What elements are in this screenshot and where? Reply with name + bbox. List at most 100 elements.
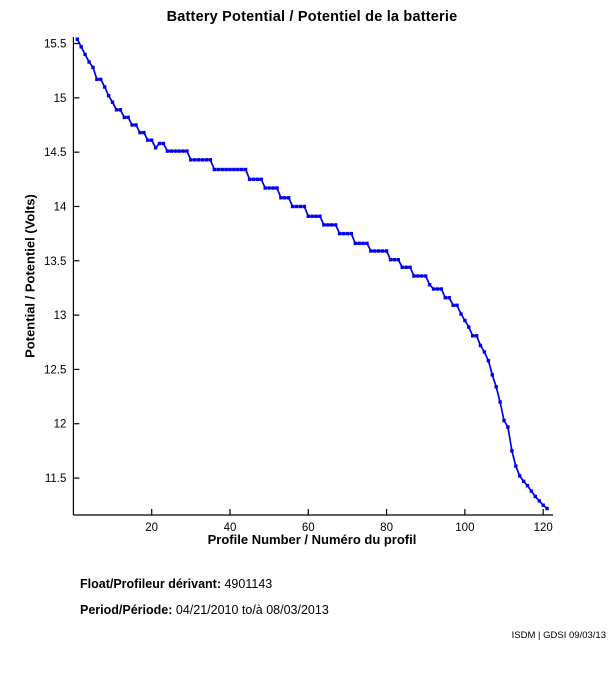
- y-tick-label: 12: [54, 419, 67, 431]
- float-id-label: Float/Profileur dérivant:: [80, 577, 221, 591]
- data-point-marker: [208, 158, 213, 162]
- data-point-marker: [83, 52, 87, 57]
- tick-marks: [73, 42, 544, 515]
- y-tick-label: 14.5: [44, 147, 66, 159]
- float-id-line: Float/Profileur dérivant: 4901143: [80, 577, 272, 591]
- data-point-marker: [427, 283, 432, 287]
- data-point-marker: [377, 249, 381, 253]
- data-point-marker: [126, 115, 130, 120]
- data-point-marker: [443, 296, 447, 300]
- data-point-marker: [251, 177, 256, 181]
- data-point-marker: [122, 115, 126, 120]
- data-point-marker: [283, 196, 287, 200]
- data-point-marker: [471, 334, 475, 338]
- data-point-marker: [200, 158, 205, 162]
- y-tick-label: 12.5: [44, 364, 66, 376]
- axes: [72, 37, 553, 516]
- data-point-marker: [420, 274, 424, 278]
- data-point-marker: [357, 241, 361, 246]
- x-tick-label: 120: [534, 522, 553, 534]
- data-point-marker: [392, 258, 397, 262]
- data-point-marker: [478, 343, 483, 348]
- data-point-marker: [279, 196, 283, 200]
- data-point-marker: [263, 186, 267, 190]
- data-point-marker: [294, 204, 299, 209]
- data-point-marker: [529, 489, 534, 493]
- battery-potential-series-line: [76, 38, 548, 510]
- data-point-marker: [204, 158, 209, 162]
- data-point-marker: [130, 123, 134, 127]
- data-point-marker: [353, 241, 357, 246]
- data-point-marker: [232, 167, 236, 172]
- data-point-marker: [459, 312, 463, 316]
- data-point-marker: [467, 325, 471, 329]
- y-tick-label: 15: [54, 93, 67, 105]
- data-point-marker: [240, 167, 244, 172]
- data-point-marker: [138, 130, 142, 135]
- data-point-marker: [486, 359, 491, 363]
- data-point-marker: [341, 231, 346, 236]
- data-point-marker: [267, 186, 271, 190]
- tick-labels: 20 40 60 80 100 120 11.5 12 12.5 13 13.5 14 14.5 15 15…: [44, 39, 553, 534]
- data-point-marker: [373, 249, 377, 253]
- chart-title: Battery Potential / Potentiel de la batt…: [166, 9, 458, 25]
- data-point-marker: [255, 177, 260, 181]
- data-point-marker: [216, 167, 220, 172]
- data-point-marker: [306, 214, 310, 218]
- data-point-marker: [169, 149, 173, 153]
- data-point-marker: [345, 231, 350, 236]
- data-point-marker: [189, 158, 193, 162]
- data-point-marker: [302, 204, 307, 209]
- x-axis-label: Profile Number / Numéro du profil: [207, 532, 417, 547]
- data-point-marker: [236, 167, 240, 172]
- data-point-marker: [326, 223, 330, 227]
- y-tick-label: 15.5: [44, 39, 66, 51]
- data-point-marker: [424, 274, 428, 278]
- data-point-marker: [259, 177, 263, 181]
- data-point-marker: [447, 296, 451, 300]
- y-tick-label: 13.5: [44, 256, 66, 268]
- data-point-marker: [537, 499, 541, 503]
- data-point-marker: [287, 196, 291, 200]
- data-point-marker: [510, 449, 514, 453]
- data-point-marker: [134, 123, 138, 127]
- data-point-marker: [369, 249, 373, 253]
- data-point-marker: [150, 138, 154, 142]
- data-point-marker: [99, 77, 103, 82]
- data-point-marker: [541, 503, 545, 507]
- data-point-marker: [197, 158, 201, 162]
- data-point-marker: [455, 303, 459, 307]
- data-point-marker: [361, 241, 365, 246]
- y-tick-label: 14: [54, 201, 67, 213]
- data-point-marker: [439, 287, 444, 291]
- data-point-marker: [533, 494, 537, 499]
- data-point-marker: [322, 223, 326, 227]
- data-point-marker: [153, 146, 158, 150]
- x-tick-label: 60: [302, 522, 315, 534]
- data-point-marker: [490, 373, 494, 377]
- data-point-marker: [349, 231, 353, 236]
- period-line: Period/Période: 04/21/2010 to/à 08/03/20…: [80, 603, 329, 617]
- data-point-marker: [334, 223, 338, 227]
- data-point-marker: [514, 464, 518, 468]
- data-point-marker: [318, 214, 322, 218]
- data-point-marker: [228, 167, 232, 172]
- data-point-marker: [165, 149, 170, 153]
- data-point-marker: [404, 265, 408, 269]
- data-point-marker: [298, 204, 303, 209]
- battery-potential-series-markers: [75, 37, 549, 511]
- data-point-marker: [408, 265, 412, 269]
- data-point-marker: [275, 186, 279, 190]
- data-point-marker: [271, 186, 275, 190]
- data-point-marker: [521, 479, 526, 483]
- data-point-marker: [79, 45, 83, 49]
- data-point-marker: [435, 287, 440, 291]
- battery-potential-plot: 20 40 60 80 100 120 11.5 12 12.5 13 13.5 14 14.5 15 15…: [44, 37, 553, 534]
- data-point-marker: [106, 94, 111, 98]
- data-point-marker: [310, 214, 314, 218]
- data-point-marker: [498, 400, 502, 404]
- data-point-marker: [212, 167, 216, 172]
- data-point-marker: [494, 385, 498, 389]
- data-point-marker: [224, 167, 228, 172]
- data-point-marker: [506, 425, 510, 429]
